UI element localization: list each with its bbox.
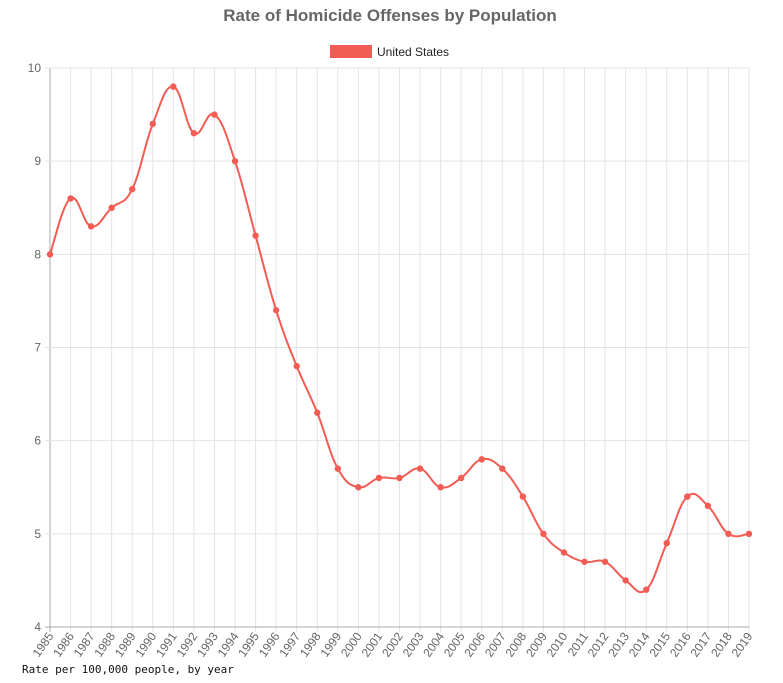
x-tick-label: 2001 (359, 629, 386, 659)
x-tick-label: 2009 (523, 629, 550, 659)
x-tick-label: 1993 (194, 629, 221, 659)
x-tick-label: 1989 (112, 629, 139, 659)
x-tick-label: 2010 (544, 629, 571, 659)
data-point[interactable]: 1994: 9 (231, 157, 239, 165)
data-point[interactable]: 2000: 5.5 (355, 484, 362, 491)
data-point[interactable]: 1992: 9.3 (190, 130, 198, 137)
x-tick-label: 1996 (256, 629, 283, 659)
x-tick-label: 2018 (708, 629, 735, 659)
data-point[interactable]: 1988: 8.5 (108, 204, 115, 211)
data-point[interactable]: 2005: 5.6 (457, 474, 465, 482)
legend-swatch (330, 45, 372, 58)
data-point[interactable]: 1996: 7.4 (272, 307, 280, 314)
data-point[interactable]: 2018: 5 (725, 530, 732, 538)
x-tick-label: 1991 (153, 629, 180, 659)
data-point[interactable]: 1989: 8.7 (129, 185, 136, 193)
x-tick-label: 1995 (235, 629, 262, 659)
grid (45, 67, 750, 632)
data-point[interactable]: 2016: 5.4 (684, 493, 691, 500)
data-point[interactable]: 2014: 4.4 (643, 586, 650, 593)
chart-title: Rate of Homicide Offenses by Population (223, 6, 556, 25)
x-tick-label: 2019 (729, 629, 756, 659)
data-point[interactable]: 2004: 5.5 (437, 484, 444, 491)
x-tick-label: 1998 (297, 629, 324, 659)
data-point[interactable]: 2006: 5.8 (478, 456, 485, 463)
data-point[interactable]: 2003: 5.7 (416, 465, 424, 472)
x-tick-label: 2014 (626, 629, 653, 659)
x-tick-label: 2013 (605, 629, 632, 659)
x-tick-label: 1987 (71, 629, 98, 659)
data-point[interactable]: 2015: 4.9 (663, 539, 670, 547)
y-tick-label: 6 (34, 434, 41, 448)
y-tick-label: 10 (28, 61, 42, 75)
data-point[interactable]: 2007: 5.7 (499, 465, 506, 472)
data-point[interactable]: 1986: 8.6 (67, 195, 74, 202)
x-tick-label: 2015 (646, 629, 673, 659)
y-tick-label: 9 (34, 154, 41, 168)
x-tick-label: 1990 (132, 629, 159, 659)
y-axis-ticks: 4 5 6 7 8 9 10 (28, 61, 42, 634)
x-tick-label: 1999 (317, 629, 344, 659)
data-point[interactable]: 1990: 9.4 (149, 120, 156, 128)
x-axis-ticks: 1985198619871988198919901991199219931994… (30, 629, 756, 659)
x-tick-label: 1994 (215, 629, 242, 659)
data-point[interactable]: 1997: 6.8 (293, 362, 300, 370)
data-point[interactable]: 1993: 9.5 (211, 111, 218, 118)
data-point[interactable]: 2013: 4.5 (622, 577, 629, 584)
x-tick-label: 2006 (461, 629, 488, 659)
x-tick-label: 2002 (379, 629, 406, 659)
x-tick-label: 1997 (276, 629, 303, 659)
x-tick-label: 2012 (585, 629, 612, 659)
data-points: 1985: 8 1986: 8.6 1987: 8.3 1988: 8.5 1989: … (46, 83, 753, 593)
legend[interactable]: United States (330, 45, 449, 59)
x-tick-label: 2008 (503, 629, 530, 659)
data-point[interactable]: 2012: 4.7 (601, 558, 609, 565)
data-point[interactable]: 2019: 5 (745, 530, 753, 538)
data-point[interactable]: 2010: 4.8 (560, 549, 568, 556)
data-point[interactable]: 1998: 6.3 (314, 409, 321, 416)
data-point[interactable]: 1991: 9.8 (170, 83, 177, 90)
x-tick-label: 2004 (420, 629, 447, 659)
y-tick-label: 4 (34, 620, 41, 634)
x-tick-label: 2007 (482, 629, 509, 659)
x-tick-label: 1988 (91, 629, 118, 659)
data-point[interactable]: 2002: 5.6 (396, 474, 403, 482)
y-tick-label: 5 (34, 527, 41, 541)
x-tick-label: 2003 (400, 629, 427, 659)
data-point[interactable]: 2009: 5 (540, 530, 547, 538)
caption: Rate per 100,000 people, by year (22, 663, 234, 676)
y-tick-label: 8 (34, 247, 41, 261)
x-tick-label: 1992 (174, 629, 201, 659)
x-tick-label: 2000 (338, 629, 365, 659)
x-tick-label: 2005 (441, 629, 468, 659)
data-point[interactable]: 2017: 5.3 (704, 502, 712, 510)
data-point[interactable]: 1995: 8.2 (252, 232, 259, 239)
x-tick-label: 1986 (50, 629, 77, 659)
data-point[interactable]: 2001: 5.6 (375, 474, 383, 482)
data-point[interactable]: 1999: 5.7 (334, 465, 342, 472)
x-tick-label: 2017 (688, 629, 715, 659)
data-point[interactable]: 1987: 8.3 (87, 223, 95, 230)
y-tick-label: 7 (34, 341, 41, 355)
x-tick-label: 2016 (667, 629, 694, 659)
data-point[interactable]: 2008: 5.4 (519, 493, 527, 500)
legend-label: United States (377, 45, 449, 59)
data-point[interactable]: 2011: 4.7 (581, 558, 588, 565)
data-point[interactable]: 1985: 8 (46, 251, 54, 258)
